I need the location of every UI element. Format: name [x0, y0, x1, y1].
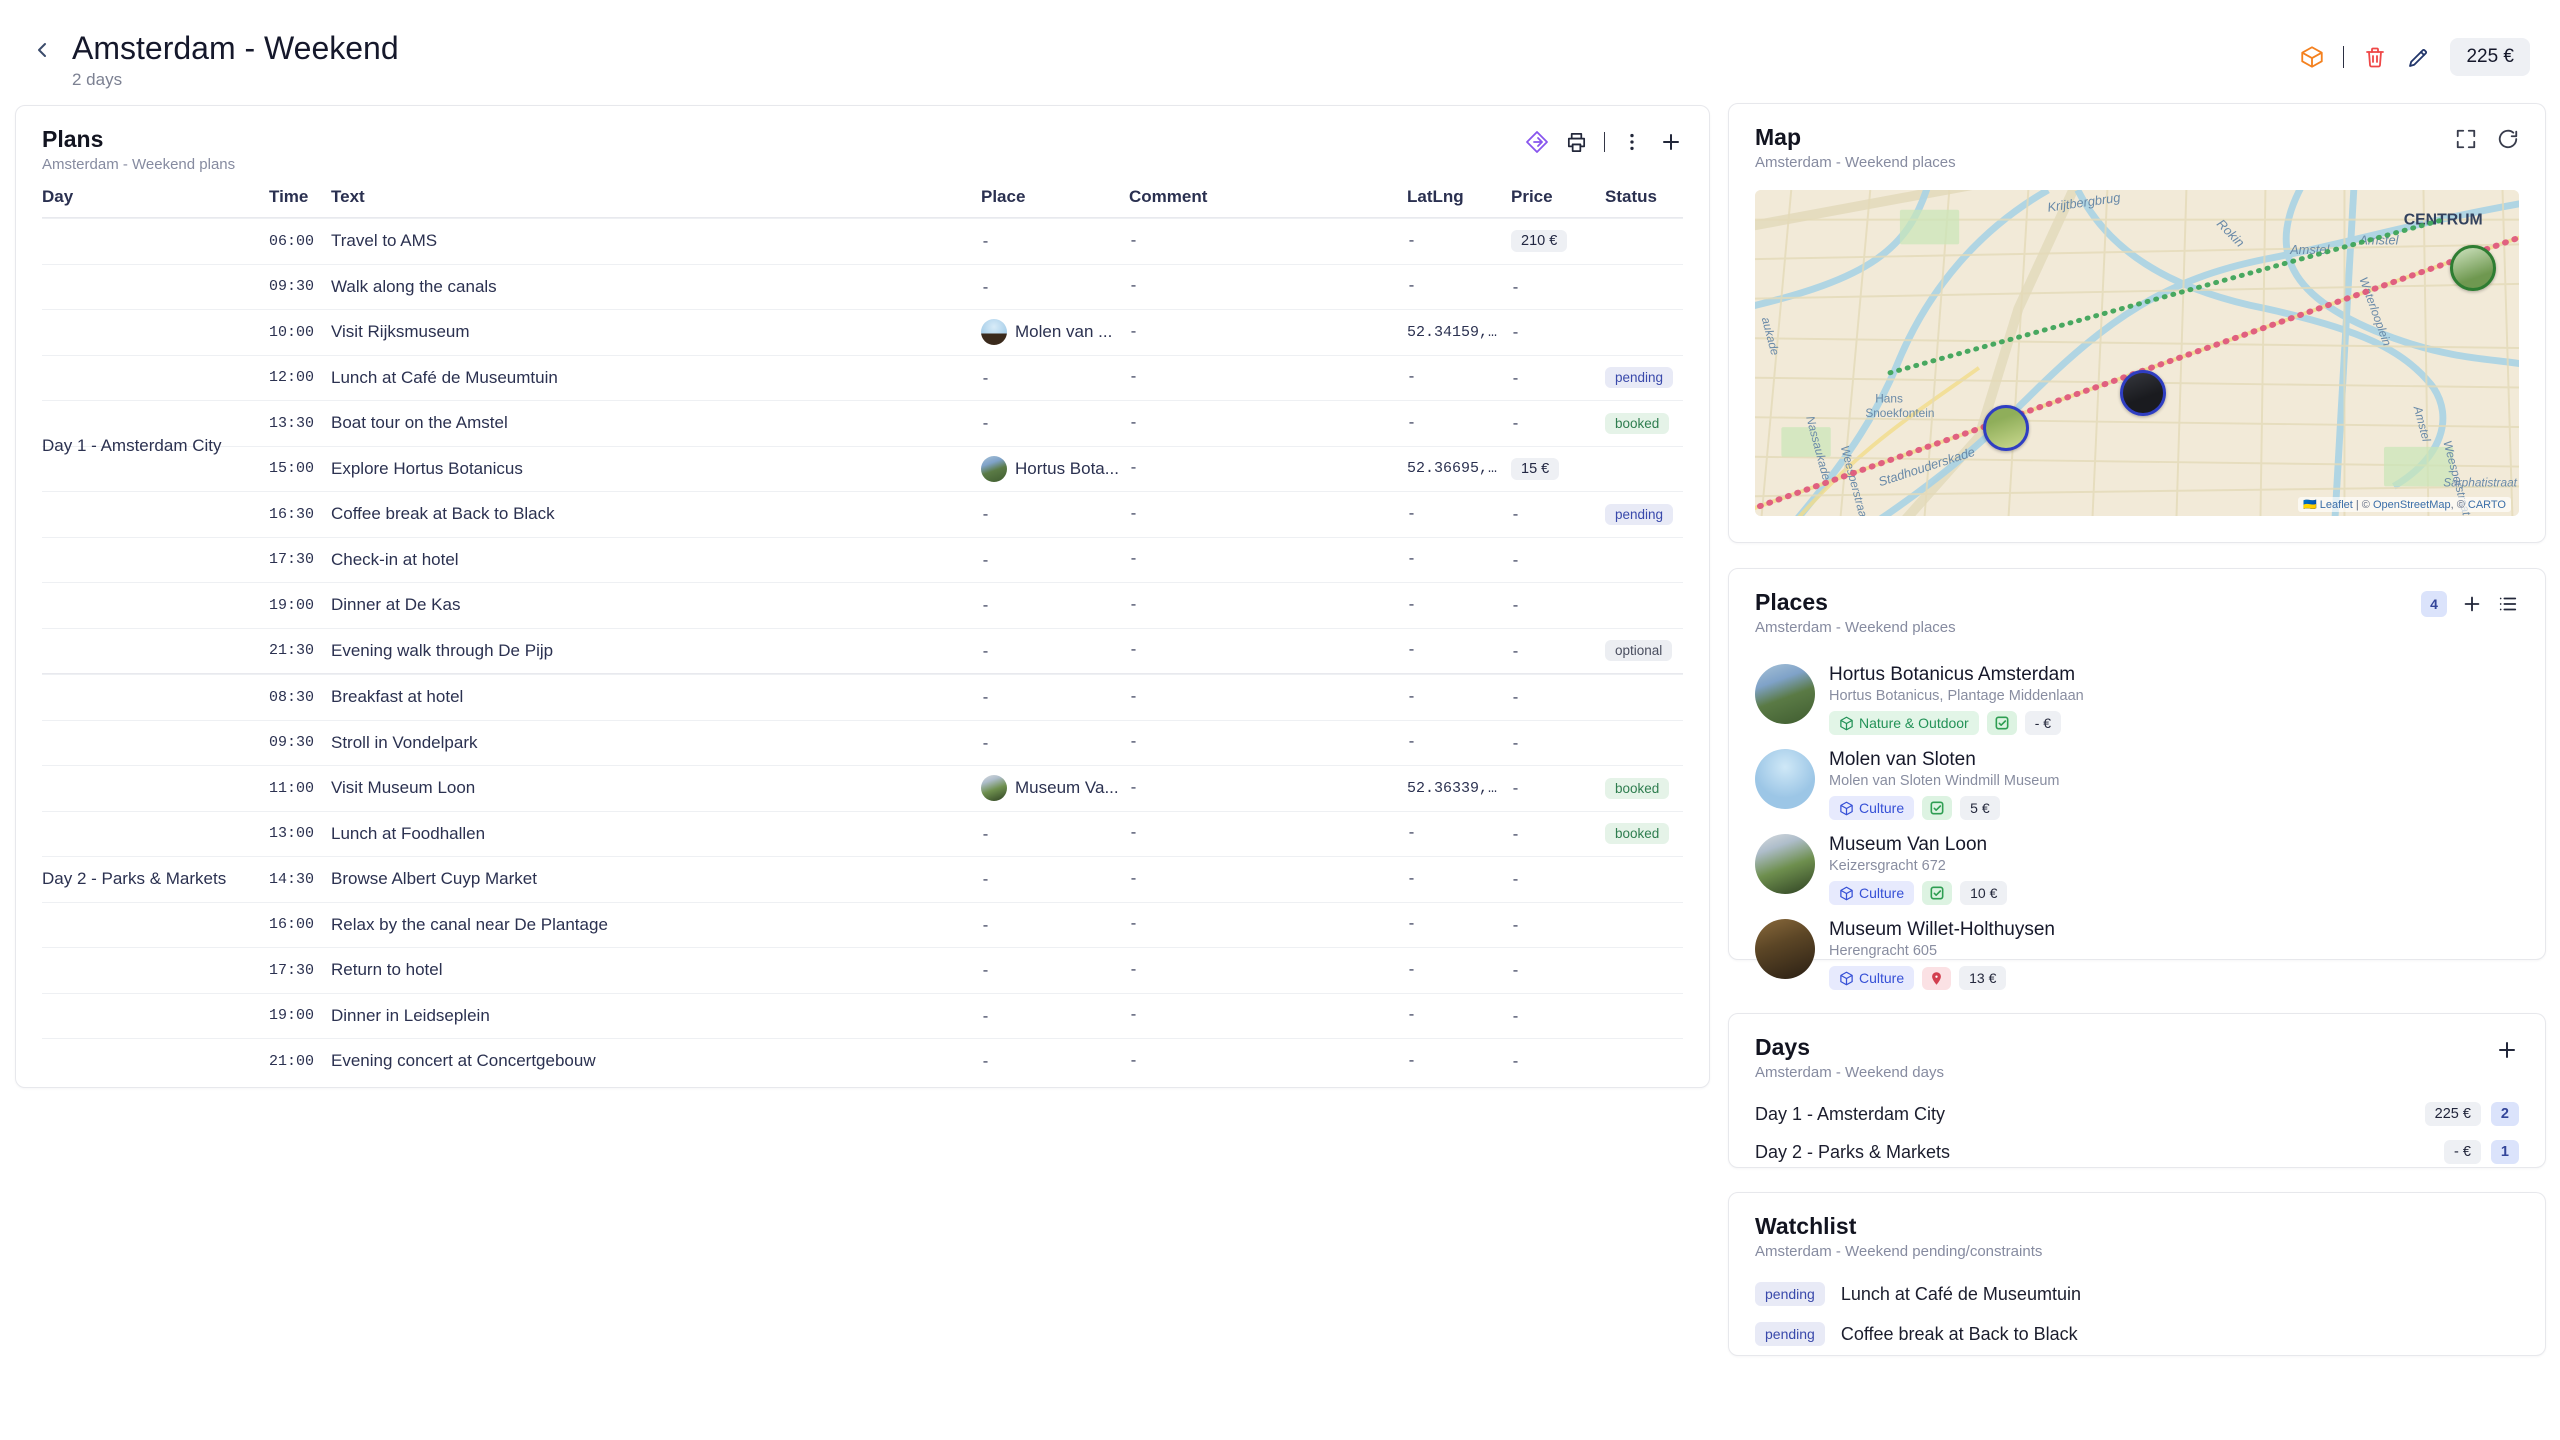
svg-text:CENTRUM: CENTRUM — [2404, 212, 2483, 229]
svg-text:Sarphatistraat: Sarphatistraat — [2443, 475, 2517, 489]
svg-text:Hans: Hans — [1875, 391, 1903, 405]
svg-text:Snoekfontein: Snoekfontein — [1865, 406, 1934, 420]
